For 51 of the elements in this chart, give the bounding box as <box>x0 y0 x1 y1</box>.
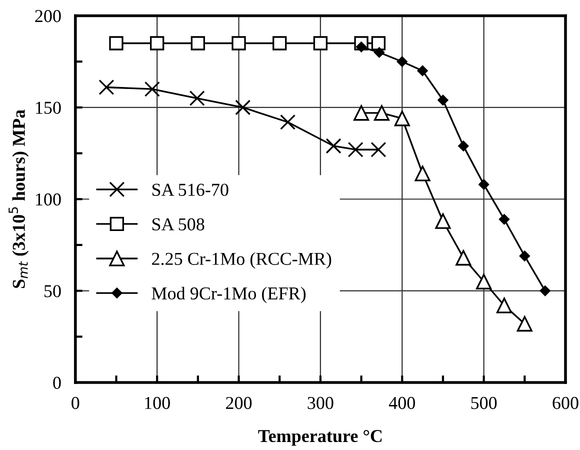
x-tick-label: 600 <box>552 396 578 410</box>
point <box>348 142 364 158</box>
x-tick-label: 100 <box>145 396 170 410</box>
point <box>498 214 510 225</box>
point <box>374 105 390 121</box>
y-tick-label: 0 <box>53 376 61 389</box>
point <box>354 105 370 121</box>
point <box>540 286 550 296</box>
x-tick-label: 200 <box>226 396 252 410</box>
point <box>478 179 490 190</box>
x-axis-title: Temperature °C <box>258 430 382 446</box>
legend-label: SA 516-70 <box>152 184 228 196</box>
point <box>235 100 251 116</box>
point <box>519 250 530 262</box>
x-tick-label: 0 <box>72 396 80 410</box>
point <box>370 142 386 158</box>
point <box>98 79 114 96</box>
point <box>150 36 164 50</box>
point <box>109 36 124 50</box>
point <box>374 47 385 58</box>
legend-label: Mod 9Cr-1Mo (EFR) <box>152 286 306 304</box>
legend-label: 2.25 Cr-1Mo (RCC-MR) <box>152 252 332 269</box>
point <box>438 94 448 106</box>
y-tick-label: 200 <box>35 10 61 22</box>
point <box>313 36 328 50</box>
x-tick-label: 300 <box>308 396 334 410</box>
point <box>417 66 428 76</box>
point <box>496 298 512 314</box>
point <box>189 90 205 106</box>
x-tick-label: 500 <box>471 396 497 410</box>
point <box>371 36 386 50</box>
y-tick-label: 50 <box>44 285 61 298</box>
x-tick-label: 400 <box>388 396 415 410</box>
point <box>435 213 451 229</box>
point <box>232 36 246 50</box>
point <box>272 36 287 50</box>
legend-label: SA 508 <box>152 218 204 230</box>
point <box>190 36 206 50</box>
point <box>280 114 296 130</box>
point <box>394 110 410 126</box>
point <box>476 274 492 290</box>
point <box>326 138 342 154</box>
y-axis-title: S$_{mt}$ (3x10$^{5}$ hours) MPa <box>8 110 29 288</box>
point <box>414 166 430 182</box>
point <box>458 140 469 152</box>
point <box>516 316 532 332</box>
point <box>456 250 472 266</box>
point <box>144 81 160 97</box>
y-tick-label: 150 <box>36 102 61 114</box>
point <box>396 56 408 67</box>
y-tick-label: 100 <box>36 193 61 206</box>
